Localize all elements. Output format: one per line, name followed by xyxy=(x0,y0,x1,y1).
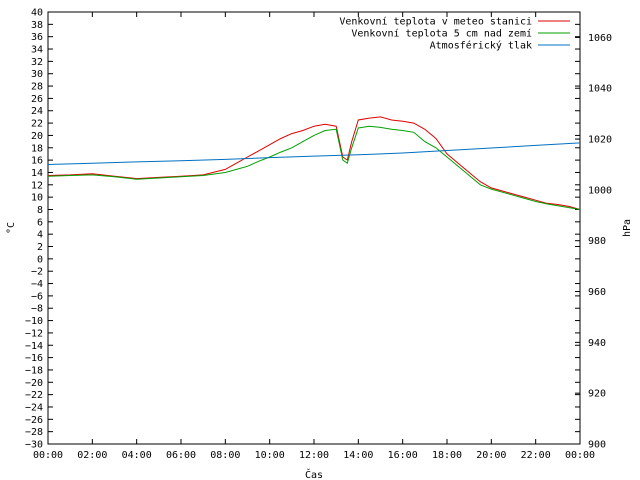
left-tick-label: −6 xyxy=(31,291,43,302)
legend-label-3: Atmosférický tlak xyxy=(430,40,532,52)
x-tick-label: 04:00 xyxy=(122,450,152,461)
right-axis-title: hPa xyxy=(622,219,633,237)
x-axis: 00:00 02:00 04:00 06:00 08:00 10:00 12:00 14:00… xyxy=(33,12,595,461)
left-tick-label: 40 xyxy=(31,8,43,19)
left-tick-label: −26 xyxy=(25,415,43,426)
legend: Venkovní teplota v meteo staniciVenkovní… xyxy=(339,16,570,52)
series-layer xyxy=(47,116,581,210)
x-tick-label: 02:00 xyxy=(77,450,107,461)
left-tick-label: −16 xyxy=(25,353,43,364)
x-tick-label: 00:00 xyxy=(33,450,63,461)
left-tick-label: 28 xyxy=(31,82,43,93)
left-tick-label: −24 xyxy=(25,402,43,413)
left-axis-title: °C xyxy=(6,222,17,234)
x-tick-label: 00:00 xyxy=(565,450,595,461)
left-tick-label: 8 xyxy=(37,205,43,216)
left-tick-label: 22 xyxy=(31,119,43,130)
left-tick-label: 24 xyxy=(31,106,43,117)
left-tick-label: 38 xyxy=(31,20,43,31)
left-tick-label: −20 xyxy=(25,378,43,389)
x-tick-label: 06:00 xyxy=(166,450,196,461)
series-line-2 xyxy=(47,125,581,210)
x-tick-label: 20:00 xyxy=(476,450,506,461)
series-line-1 xyxy=(47,116,581,210)
right-tick-label: 1020 xyxy=(588,135,612,146)
series-line-3 xyxy=(47,142,581,165)
legend-label-1: Venkovní teplota v meteo stanici xyxy=(339,16,532,28)
left-tick-label: −2 xyxy=(31,267,43,278)
x-tick-label: 14:00 xyxy=(343,450,373,461)
x-tick-label: 22:00 xyxy=(521,450,551,461)
right-tick-label: 1060 xyxy=(588,33,612,44)
right-tick-label: 1000 xyxy=(588,185,612,196)
legend-label-2: Venkovní teplota 5 cm nad zemí xyxy=(351,28,532,40)
left-tick-label: −28 xyxy=(25,427,43,438)
left-tick-label: 36 xyxy=(31,32,43,43)
x-tick-label: 16:00 xyxy=(388,450,418,461)
left-tick-label: 30 xyxy=(31,69,43,80)
left-tick-label: −22 xyxy=(25,390,43,401)
right-tick-label: 940 xyxy=(588,338,606,349)
left-tick-label: −10 xyxy=(25,316,43,327)
left-y-axis: 4038363432302826242220181614121086420−2−… xyxy=(25,8,580,451)
left-tick-label: 34 xyxy=(31,45,43,56)
left-tick-label: −4 xyxy=(31,279,43,290)
x-tick-label: 08:00 xyxy=(210,450,240,461)
left-tick-label: 20 xyxy=(31,131,43,142)
right-tick-label: 900 xyxy=(588,440,606,451)
left-tick-label: 6 xyxy=(37,217,43,228)
left-tick-label: −14 xyxy=(25,341,43,352)
left-tick-label: 2 xyxy=(37,242,43,253)
x-tick-label: 12:00 xyxy=(299,450,329,461)
left-tick-label: 26 xyxy=(31,94,43,105)
x-tick-label: 10:00 xyxy=(255,450,285,461)
right-tick-label: 1040 xyxy=(588,84,612,95)
left-tick-label: −12 xyxy=(25,328,43,339)
right-tick-label: 920 xyxy=(588,389,606,400)
left-tick-label: −8 xyxy=(31,304,43,315)
plot-frame xyxy=(47,11,581,445)
left-tick-label: −18 xyxy=(25,365,43,376)
left-tick-label: −30 xyxy=(25,440,43,451)
x-axis-title: Čas xyxy=(305,468,323,480)
left-tick-label: 0 xyxy=(37,254,43,265)
left-tick-label: 4 xyxy=(37,230,43,241)
left-tick-label: 12 xyxy=(31,180,43,191)
left-tick-label: 14 xyxy=(31,168,43,179)
right-y-axis: 1060 1040 1020 1000 980 960 940 920 900 xyxy=(575,33,612,451)
left-tick-label: 32 xyxy=(31,57,43,68)
left-tick-label: 18 xyxy=(31,143,43,154)
x-tick-label: 18:00 xyxy=(432,450,462,461)
right-tick-label: 980 xyxy=(588,236,606,247)
left-tick-label: 16 xyxy=(31,156,43,167)
right-tick-label: 960 xyxy=(588,287,606,298)
left-tick-label: 10 xyxy=(31,193,43,204)
